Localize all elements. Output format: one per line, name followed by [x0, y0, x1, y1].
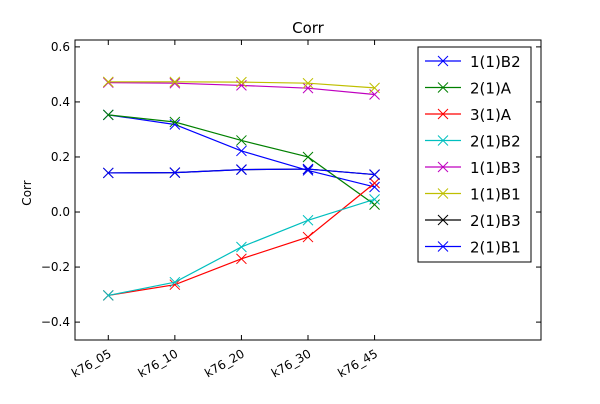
- legend-entry: 2(1)B1: [425, 239, 521, 257]
- data-point: [236, 76, 247, 88]
- data-point: [369, 177, 380, 189]
- data-point: [236, 241, 247, 253]
- y-tick-label: −0.4: [41, 315, 70, 329]
- legend-marker: [437, 188, 449, 199]
- legend-entry: 3(1)A: [425, 106, 512, 124]
- legend-marker: [437, 55, 449, 67]
- y-tick-label: 0.0: [51, 205, 70, 219]
- legend-entry: 2(1)B3: [425, 212, 521, 230]
- plot-frame: [74, 39, 542, 341]
- legend-label: 1(1)B3: [470, 159, 521, 177]
- data-point: [169, 279, 181, 291]
- data-point: [102, 77, 114, 89]
- legend-entry: 2(1)A: [425, 80, 512, 98]
- series-2(1)B1: [102, 163, 380, 180]
- data-point: [102, 290, 114, 301]
- data-point: [236, 253, 247, 265]
- series-1(1)B1: [102, 76, 380, 94]
- data-point: [169, 76, 181, 88]
- data-point: [302, 151, 314, 163]
- legend-label: 1(1)B2: [470, 53, 521, 71]
- data-point: [302, 82, 314, 94]
- y-tick-label: 0.2: [51, 150, 70, 164]
- data-point: [102, 167, 114, 179]
- legend-marker: [437, 214, 449, 226]
- chart-title: Corr: [292, 19, 325, 37]
- data-point: [236, 145, 247, 157]
- legend-entry: 1(1)B3: [425, 159, 521, 177]
- legend-marker: [437, 161, 449, 173]
- data-point: [236, 164, 247, 175]
- legend-box: [417, 46, 532, 263]
- legend-label: 2(1)B1: [470, 239, 521, 257]
- legend-label: 3(1)A: [470, 106, 512, 124]
- data-point: [302, 231, 314, 243]
- legend-entry: 1(1)B1: [425, 186, 521, 204]
- data-point: [369, 169, 380, 180]
- data-point: [302, 214, 314, 226]
- data-point: [369, 82, 380, 94]
- data-point: [169, 276, 181, 288]
- data-point: [302, 165, 314, 176]
- data-point: [302, 77, 314, 89]
- y-tick-label: 0.6: [51, 40, 70, 54]
- legend-label: 1(1)B1: [470, 186, 521, 204]
- data-point: [302, 163, 314, 175]
- data-point: [102, 109, 114, 121]
- legend-marker: [437, 241, 449, 252]
- data-point: [369, 199, 380, 210]
- y-axis-label: Corr: [20, 180, 34, 205]
- data-point: [169, 77, 181, 89]
- legend-marker: [437, 108, 449, 120]
- legend-entry: 2(1)B2: [425, 133, 521, 151]
- legend-entry: 1(1)B2: [425, 53, 521, 71]
- series-2(1)A: [102, 109, 380, 210]
- data-point: [169, 167, 181, 179]
- legend: 1(1)B2 2(1)A 3(1)A 2(1)B2 1(1)B3 1(1)B1 2(1)B3…: [417, 46, 532, 263]
- y-tick-label: −0.2: [41, 260, 70, 274]
- legend-marker: [437, 82, 449, 93]
- data-point: [102, 76, 114, 88]
- data-point: [369, 194, 380, 205]
- legend-marker: [437, 135, 449, 146]
- data-point: [236, 135, 247, 146]
- series-2(1)B2: [102, 194, 380, 301]
- data-point: [169, 116, 181, 128]
- legend-label: 2(1)B2: [470, 133, 521, 151]
- legend-label: 2(1)A: [470, 80, 512, 98]
- data-point: [369, 181, 380, 193]
- legend-label: 2(1)B3: [470, 212, 521, 230]
- y-tick-label: 0.4: [51, 95, 70, 109]
